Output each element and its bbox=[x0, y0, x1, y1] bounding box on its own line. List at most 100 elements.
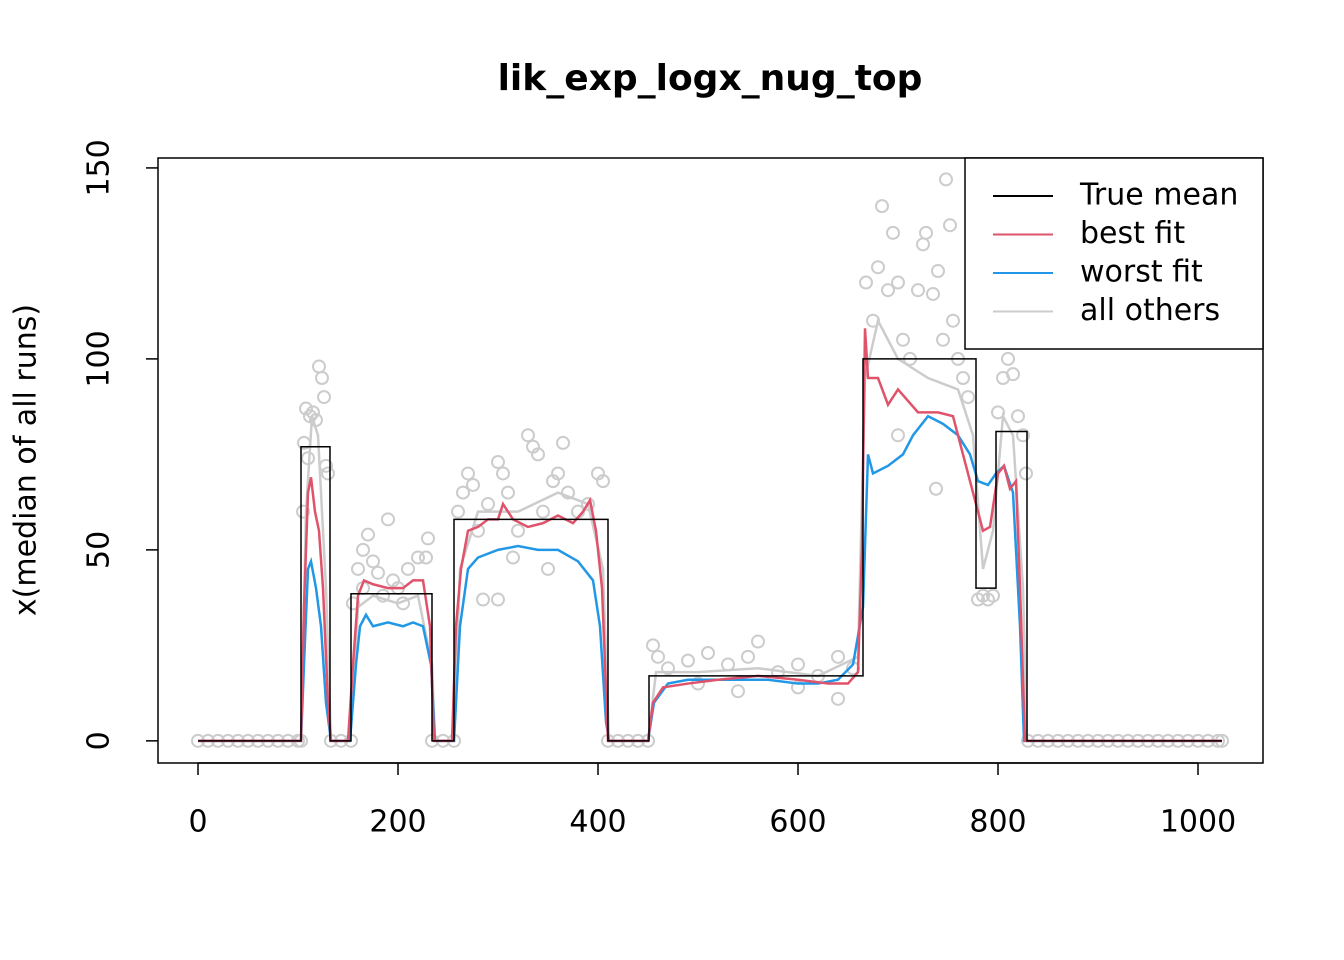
data-point bbox=[936, 332, 950, 347]
x-tick-label: 600 bbox=[769, 805, 826, 840]
data-point bbox=[346, 596, 360, 611]
data-point bbox=[581, 497, 595, 512]
x-tick-label: 0 bbox=[188, 805, 207, 840]
data-point bbox=[312, 359, 326, 374]
data-point bbox=[596, 474, 610, 489]
data-point bbox=[661, 661, 675, 676]
data-point bbox=[299, 401, 313, 416]
data-point bbox=[741, 649, 755, 664]
data-point bbox=[721, 657, 735, 672]
data-point bbox=[1011, 409, 1025, 424]
data-point bbox=[1006, 367, 1020, 382]
data-point bbox=[831, 691, 845, 706]
data-point bbox=[986, 588, 1000, 603]
legend-label: True mean bbox=[1079, 178, 1238, 213]
y-tick-label: 150 bbox=[82, 139, 117, 196]
y-tick-label: 50 bbox=[82, 531, 117, 569]
data-point bbox=[521, 428, 535, 443]
data-point bbox=[651, 649, 665, 664]
data-point bbox=[411, 550, 425, 565]
data-point bbox=[556, 435, 570, 450]
data-point bbox=[561, 485, 575, 500]
data-point bbox=[886, 225, 900, 240]
legend-label: worst fit bbox=[1080, 255, 1203, 290]
data-point bbox=[511, 523, 525, 538]
data-point bbox=[943, 218, 957, 233]
data-point bbox=[296, 504, 310, 519]
data-point bbox=[961, 390, 975, 405]
data-point bbox=[1019, 466, 1033, 481]
data-point bbox=[481, 497, 495, 512]
data-point bbox=[896, 332, 910, 347]
data-point bbox=[681, 653, 695, 668]
data-point bbox=[351, 561, 365, 576]
series-line bbox=[198, 414, 1222, 743]
data-point bbox=[831, 649, 845, 664]
data-point bbox=[491, 592, 505, 607]
data-point bbox=[946, 313, 960, 328]
data-point bbox=[381, 512, 395, 527]
data-point bbox=[916, 237, 930, 252]
x-tick-label: 400 bbox=[569, 805, 626, 840]
data-point bbox=[875, 199, 889, 214]
data-point bbox=[991, 405, 1005, 420]
x-tick-label: 800 bbox=[969, 805, 1026, 840]
data-point bbox=[356, 542, 370, 557]
data-point bbox=[501, 485, 515, 500]
data-point bbox=[361, 527, 375, 542]
data-point bbox=[321, 466, 335, 481]
data-point bbox=[939, 172, 953, 187]
plot-box bbox=[157, 157, 1264, 764]
data-point bbox=[476, 592, 490, 607]
data-point bbox=[1001, 351, 1015, 366]
y-tick-label: 0 bbox=[82, 731, 117, 750]
data-point bbox=[871, 260, 885, 275]
data-point bbox=[646, 638, 660, 653]
data-point bbox=[731, 684, 745, 699]
data-point bbox=[751, 634, 765, 649]
data-point bbox=[496, 466, 510, 481]
data-point bbox=[701, 646, 715, 660]
data-point bbox=[891, 275, 905, 290]
data-point bbox=[926, 286, 940, 301]
data-point bbox=[929, 481, 943, 496]
data-point bbox=[315, 371, 329, 385]
data-point bbox=[551, 466, 565, 481]
data-point bbox=[911, 283, 925, 298]
data-point bbox=[536, 504, 550, 519]
data-point bbox=[1016, 428, 1030, 443]
data-point bbox=[891, 428, 905, 443]
legend-label: best fit bbox=[1080, 216, 1185, 251]
data-point bbox=[456, 485, 470, 500]
data-point bbox=[491, 455, 505, 470]
data-point bbox=[421, 531, 435, 546]
data-point bbox=[366, 554, 380, 569]
x-tick-label: 200 bbox=[369, 805, 426, 840]
data-point bbox=[859, 275, 873, 290]
data-point bbox=[506, 550, 520, 565]
legend-box bbox=[964, 157, 1264, 350]
data-point bbox=[461, 466, 475, 481]
legend-label: all others bbox=[1080, 293, 1220, 328]
series-line bbox=[198, 358, 1222, 742]
data-point bbox=[541, 561, 555, 576]
data-point bbox=[451, 504, 465, 519]
y-tick-label: 100 bbox=[82, 330, 117, 387]
data-point bbox=[317, 390, 331, 405]
data-point bbox=[931, 264, 945, 279]
series-line bbox=[198, 328, 1222, 743]
data-point bbox=[791, 680, 805, 695]
data-point bbox=[401, 561, 415, 576]
data-point bbox=[531, 447, 545, 462]
y-axis-label: x(median of all runs) bbox=[9, 304, 44, 616]
data-point bbox=[956, 371, 970, 385]
data-point bbox=[371, 565, 385, 580]
data-point bbox=[791, 657, 805, 672]
data-point bbox=[466, 477, 480, 492]
data-point bbox=[419, 550, 433, 565]
chart-title: lik_exp_logx_nug_top bbox=[498, 58, 923, 99]
data-point bbox=[881, 283, 895, 298]
x-tick-label: 1000 bbox=[1160, 805, 1236, 840]
